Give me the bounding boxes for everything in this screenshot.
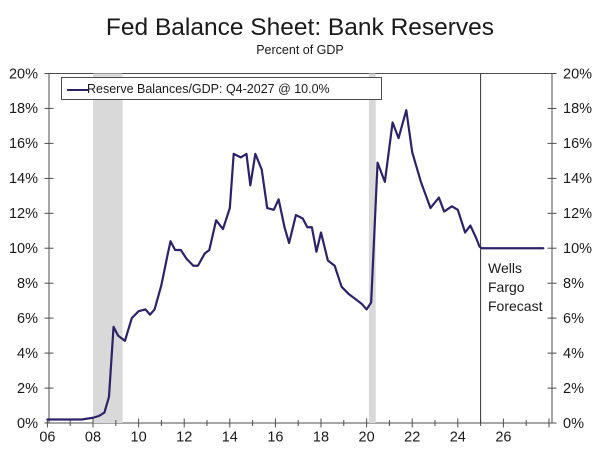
svg-text:20%: 20%: [9, 66, 38, 82]
svg-text:2%: 2%: [563, 381, 584, 397]
svg-text:0%: 0%: [17, 416, 38, 432]
svg-text:18%: 18%: [563, 101, 592, 117]
svg-text:6%: 6%: [563, 311, 584, 327]
svg-text:8%: 8%: [17, 276, 38, 292]
svg-text:12: 12: [176, 430, 192, 446]
svg-text:08: 08: [85, 430, 101, 446]
svg-text:22: 22: [404, 430, 420, 446]
svg-text:20%: 20%: [563, 66, 592, 82]
svg-text:10: 10: [131, 430, 147, 446]
svg-text:2%: 2%: [17, 381, 38, 397]
svg-text:12%: 12%: [563, 206, 592, 222]
svg-text:0%: 0%: [563, 416, 584, 432]
svg-text:26: 26: [495, 430, 511, 446]
svg-text:4%: 4%: [563, 346, 584, 362]
svg-text:06: 06: [39, 430, 55, 446]
svg-text:14%: 14%: [9, 171, 38, 187]
svg-text:8%: 8%: [563, 276, 584, 292]
svg-text:10%: 10%: [563, 241, 592, 257]
svg-text:14: 14: [222, 430, 238, 446]
svg-text:24: 24: [450, 430, 466, 446]
svg-text:12%: 12%: [9, 206, 38, 222]
svg-text:16%: 16%: [563, 136, 592, 152]
svg-text:6%: 6%: [17, 311, 38, 327]
svg-text:16: 16: [267, 430, 283, 446]
svg-text:20: 20: [359, 430, 375, 446]
svg-text:10%: 10%: [9, 241, 38, 257]
svg-text:18%: 18%: [9, 101, 38, 117]
svg-text:14%: 14%: [563, 171, 592, 187]
svg-text:16%: 16%: [9, 136, 38, 152]
svg-text:18: 18: [313, 430, 329, 446]
svg-text:4%: 4%: [17, 346, 38, 362]
